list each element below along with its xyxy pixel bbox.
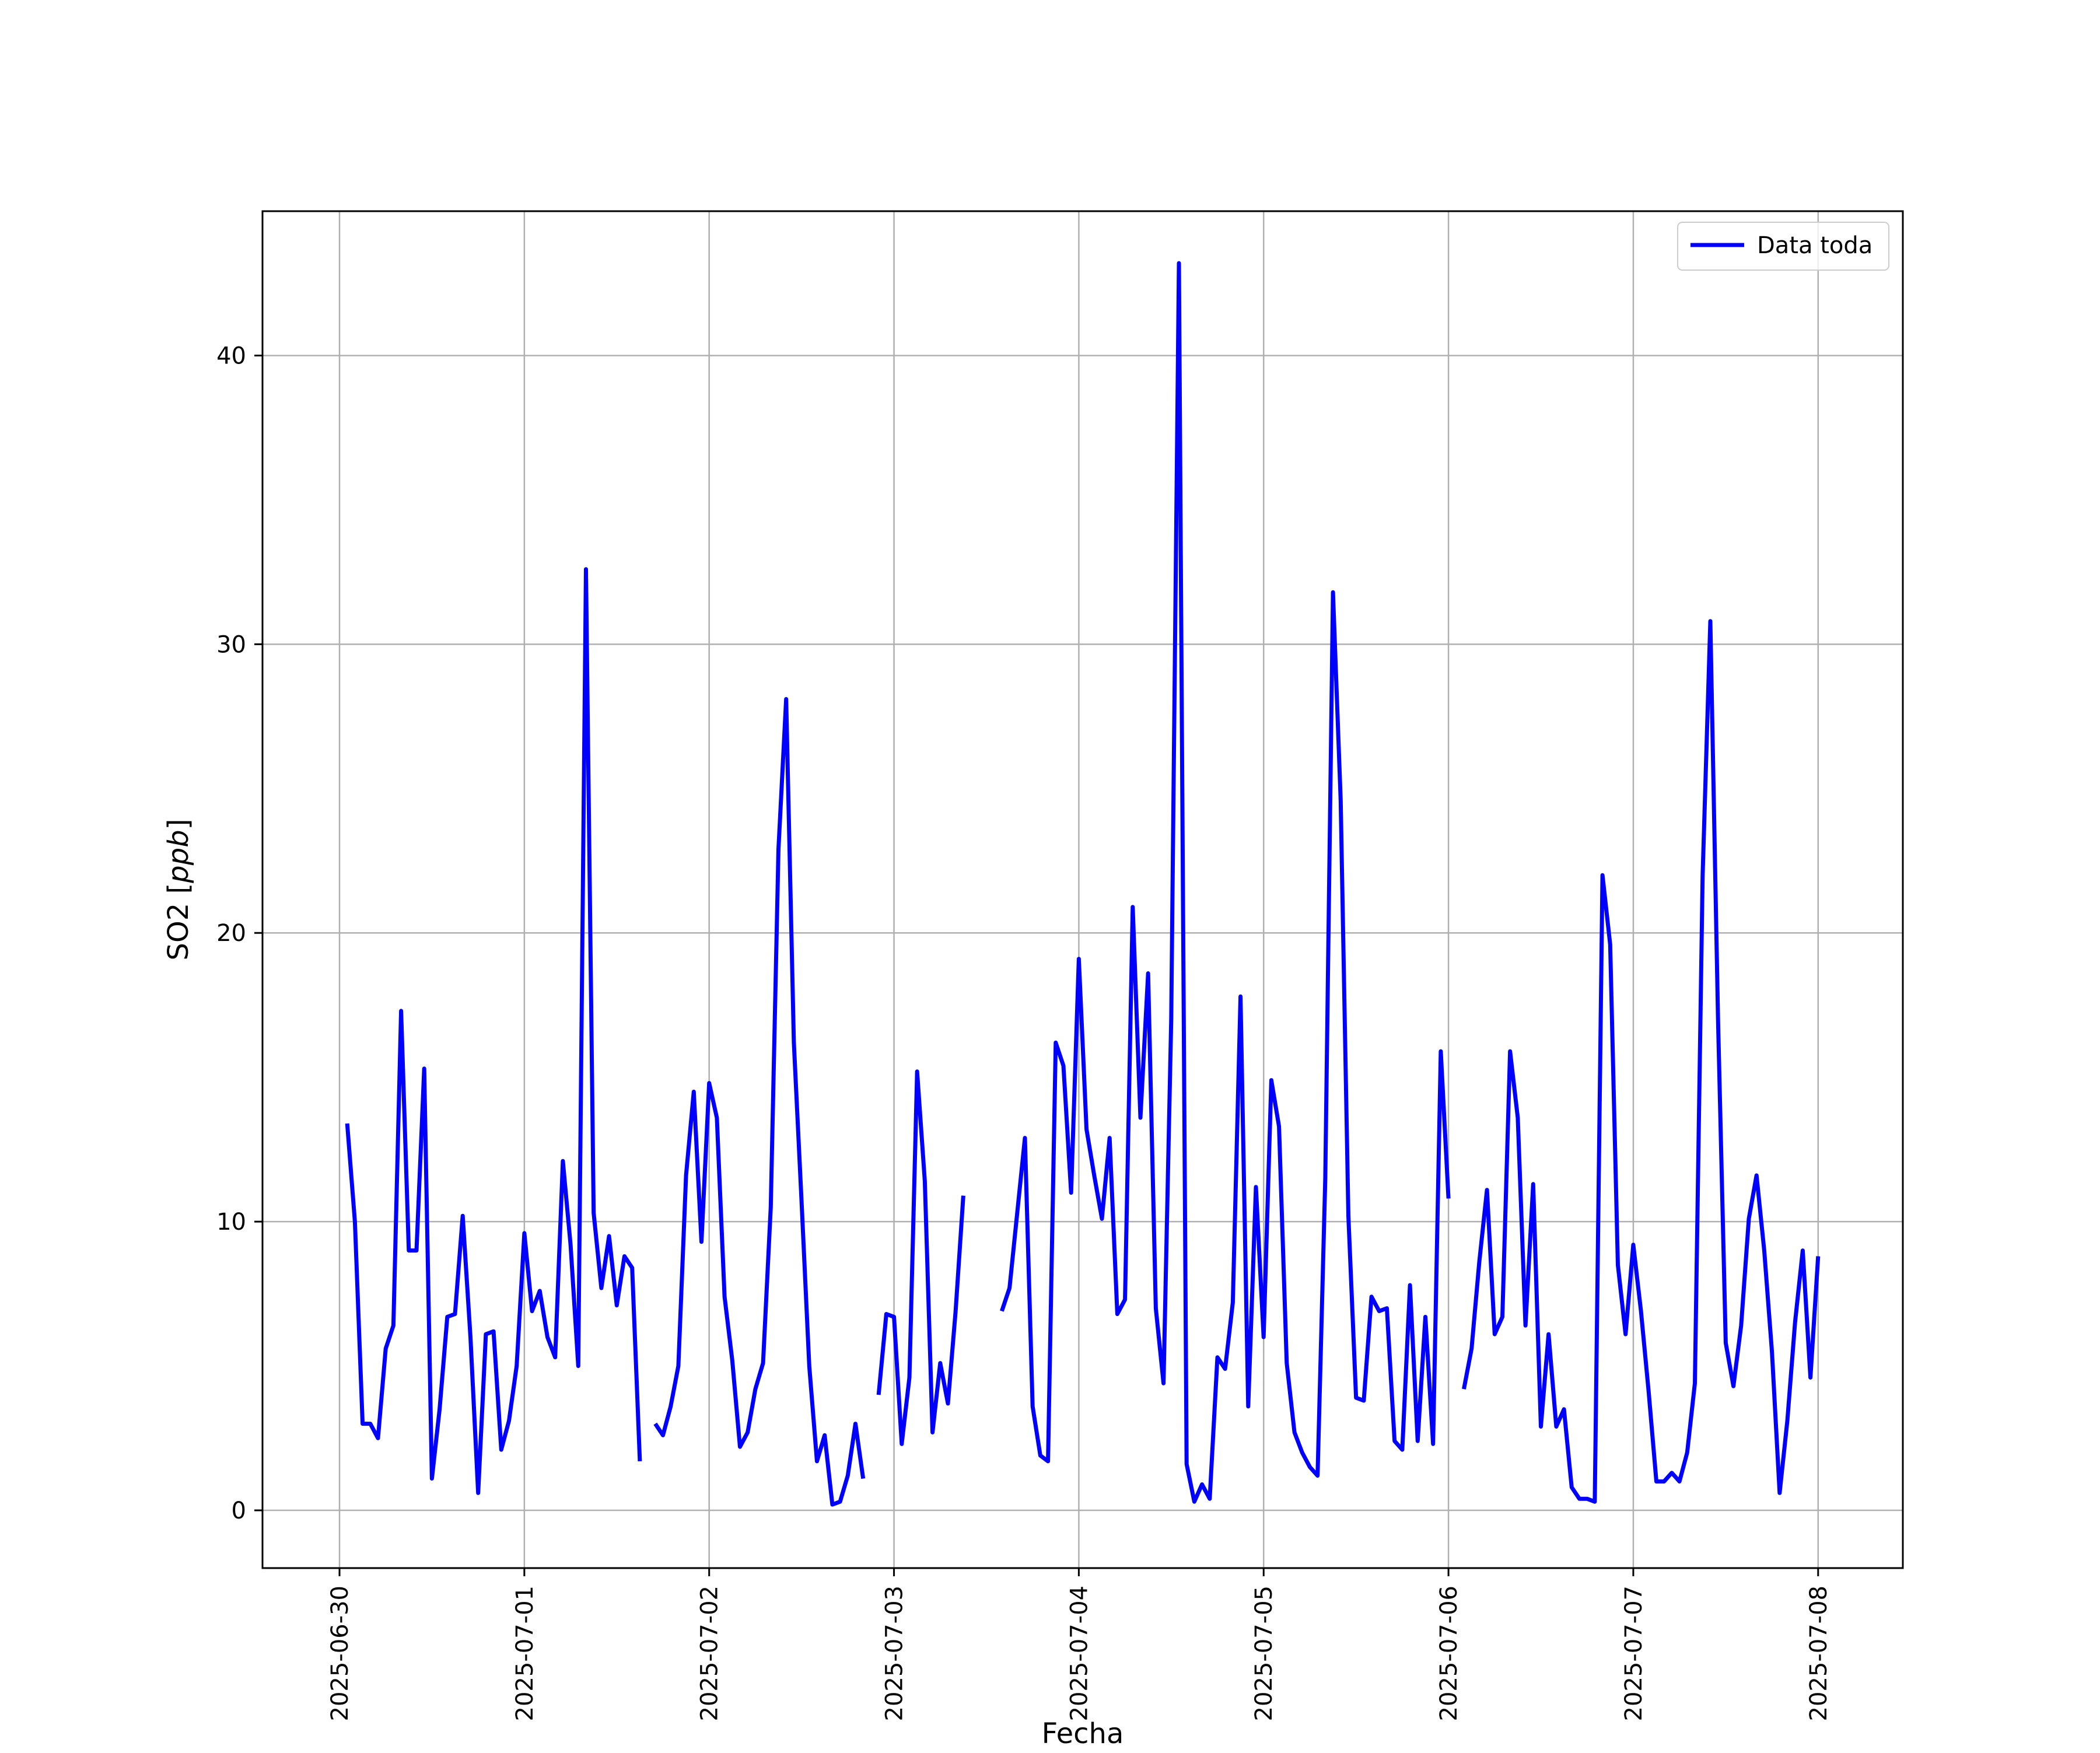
- y-tick-label: 40: [216, 342, 246, 369]
- x-axis-label: Fecha: [1042, 1717, 1124, 1750]
- x-tick-label: 2025-07-04: [1066, 1586, 1093, 1721]
- series-line-segment: [653, 697, 866, 1507]
- x-tick-label: 2025-07-01: [512, 1586, 538, 1721]
- grid-layer: [262, 211, 1903, 1568]
- legend: Data toda: [1677, 222, 1889, 271]
- series-line-segment: [1462, 619, 1821, 1504]
- x-tick-label: 2025-07-07: [1620, 1586, 1647, 1721]
- y-tick-label: 0: [232, 1497, 246, 1524]
- plot-frame: [261, 210, 1904, 1569]
- tick-layer: 0 10 20 30 40 2025-06-30 2025-07-01 2025-07-02 2…: [216, 342, 1832, 1721]
- x-tick-label: 2025-07-08: [1805, 1586, 1832, 1721]
- legend-entry-data-toda: Data toda: [1757, 232, 1873, 259]
- x-tick-label: 2025-07-02: [696, 1586, 723, 1721]
- y-tick-label: 30: [216, 631, 246, 658]
- y-axis-label-main: SO2 [: [162, 883, 195, 961]
- legend-box: [1677, 222, 1889, 271]
- x-tick-label: 2025-07-06: [1436, 1586, 1462, 1721]
- y-axis-label-close: ]: [162, 819, 195, 830]
- series-line-segment: [1000, 261, 1451, 1504]
- y-tick-label: 10: [216, 1209, 246, 1236]
- x-tick-label: 2025-07-05: [1251, 1586, 1278, 1721]
- series-layer: [345, 261, 1821, 1507]
- x-tick-label: 2025-07-03: [881, 1586, 908, 1721]
- x-tick-label: 2025-06-30: [327, 1586, 354, 1721]
- y-axis-label: SO2 [ppb]: [162, 819, 195, 961]
- y-axis-label-unit: ppb: [162, 830, 195, 883]
- series-line-segment: [345, 567, 642, 1495]
- series-line-segment: [876, 1069, 965, 1446]
- y-tick-label: 20: [216, 920, 246, 947]
